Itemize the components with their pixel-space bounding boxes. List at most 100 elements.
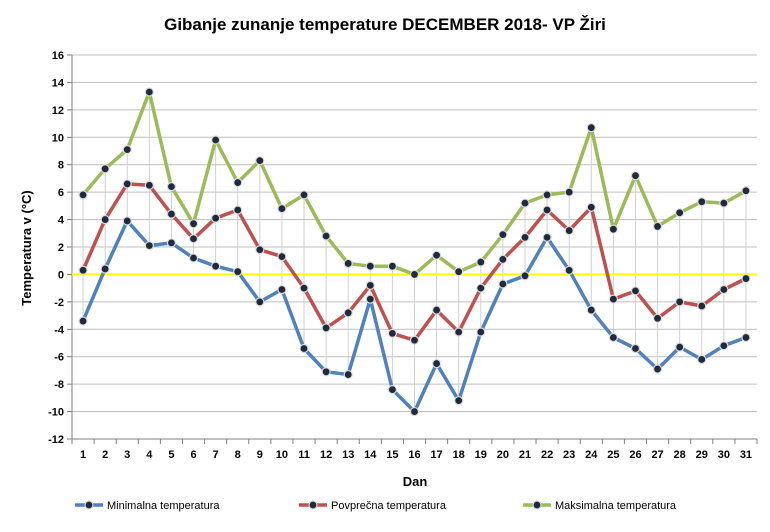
x-tick-label: 15 [386,449,398,461]
y-tick-label: 16 [52,50,64,62]
legend-marker [532,500,542,510]
data-point [122,216,132,226]
data-point [719,198,729,208]
data-point [233,205,243,215]
x-tick-label: 7 [213,449,219,461]
data-point [299,343,309,354]
data-point [409,406,420,417]
y-tick-label: -8 [54,379,64,391]
data-point [454,267,464,277]
data-point [476,257,486,267]
data-point [233,267,243,277]
y-tick-label: -2 [54,297,64,309]
x-tick-label: 5 [168,449,174,461]
data-point [343,308,353,318]
data-point [277,204,287,214]
data-point [454,396,464,406]
data-point [564,187,574,197]
data-point [520,232,530,242]
x-tick-label: 21 [519,449,531,461]
data-point [542,190,552,200]
data-point [520,198,530,208]
data-point [652,364,663,374]
x-tick-label: 1 [80,449,86,461]
legend-marker [308,500,318,510]
data-point [431,358,442,369]
data-point [431,250,442,260]
data-point [343,258,353,269]
x-tick-label: 16 [408,449,420,461]
data-point [719,284,729,295]
data-point [365,294,375,304]
data-point [697,354,707,365]
data-point [255,297,265,307]
data-point [387,385,398,395]
data-point [78,265,88,275]
data-point [719,341,729,351]
x-tick-label: 27 [651,449,663,461]
data-point [741,332,751,343]
data-point [122,145,132,155]
series-markers [78,87,751,417]
legend-label: Povprečna temperatura [331,500,447,512]
data-point [630,286,641,296]
data-point [652,313,663,323]
y-tick-label: -4 [54,324,65,336]
x-tick-label: 4 [146,449,153,461]
data-point [675,342,685,352]
data-point [365,280,375,290]
data-point [321,367,331,377]
x-tick-label: 8 [235,449,241,461]
data-point [608,332,618,343]
x-tick-label: 31 [740,449,752,461]
data-point [255,245,265,255]
x-tick-label: 30 [718,449,730,461]
data-point [608,294,618,304]
x-tick-label: 23 [563,449,575,461]
data-point [100,264,110,274]
y-tick-label: -6 [54,352,64,364]
data-point [211,261,221,271]
x-tick-label: 9 [257,449,263,461]
data-point [100,164,110,174]
data-point [564,265,574,275]
data-point [188,253,199,263]
data-point [520,271,530,281]
data-point [166,209,177,219]
data-point [78,316,88,326]
x-tick-label: 13 [342,449,354,461]
data-point [188,234,199,244]
data-point [697,301,707,311]
data-point [299,283,309,293]
y-tick-label: 6 [58,187,64,199]
data-point [255,156,265,166]
data-point [498,254,508,264]
x-tick-label: 25 [607,449,619,461]
y-tick-label: 12 [52,105,64,117]
y-tick-label: 14 [52,77,65,89]
x-tick-label: 2 [102,449,108,461]
data-point [409,269,420,280]
data-point [675,208,685,218]
chart-title: Gibanje zunanje temperature DECEMBER 201… [164,15,606,34]
y-axis-label: Temperatura v (°C) [19,190,34,305]
legend-label: Maksimalna temperatura [555,500,677,512]
data-point [586,123,596,133]
data-point [454,327,464,337]
data-point [586,202,596,212]
data-point [542,205,552,215]
data-point [498,230,508,240]
x-tick-label: 22 [541,449,553,461]
data-point [741,186,751,196]
data-point [564,225,574,236]
data-point [277,252,287,262]
data-point [166,238,177,248]
data-point [608,224,618,234]
data-point [409,335,420,345]
data-point [476,283,486,293]
y-tick-label: -12 [48,434,64,446]
x-tick-label: 14 [364,449,377,461]
y-tick-label: 10 [52,132,64,144]
x-tick-label: 18 [453,449,465,461]
